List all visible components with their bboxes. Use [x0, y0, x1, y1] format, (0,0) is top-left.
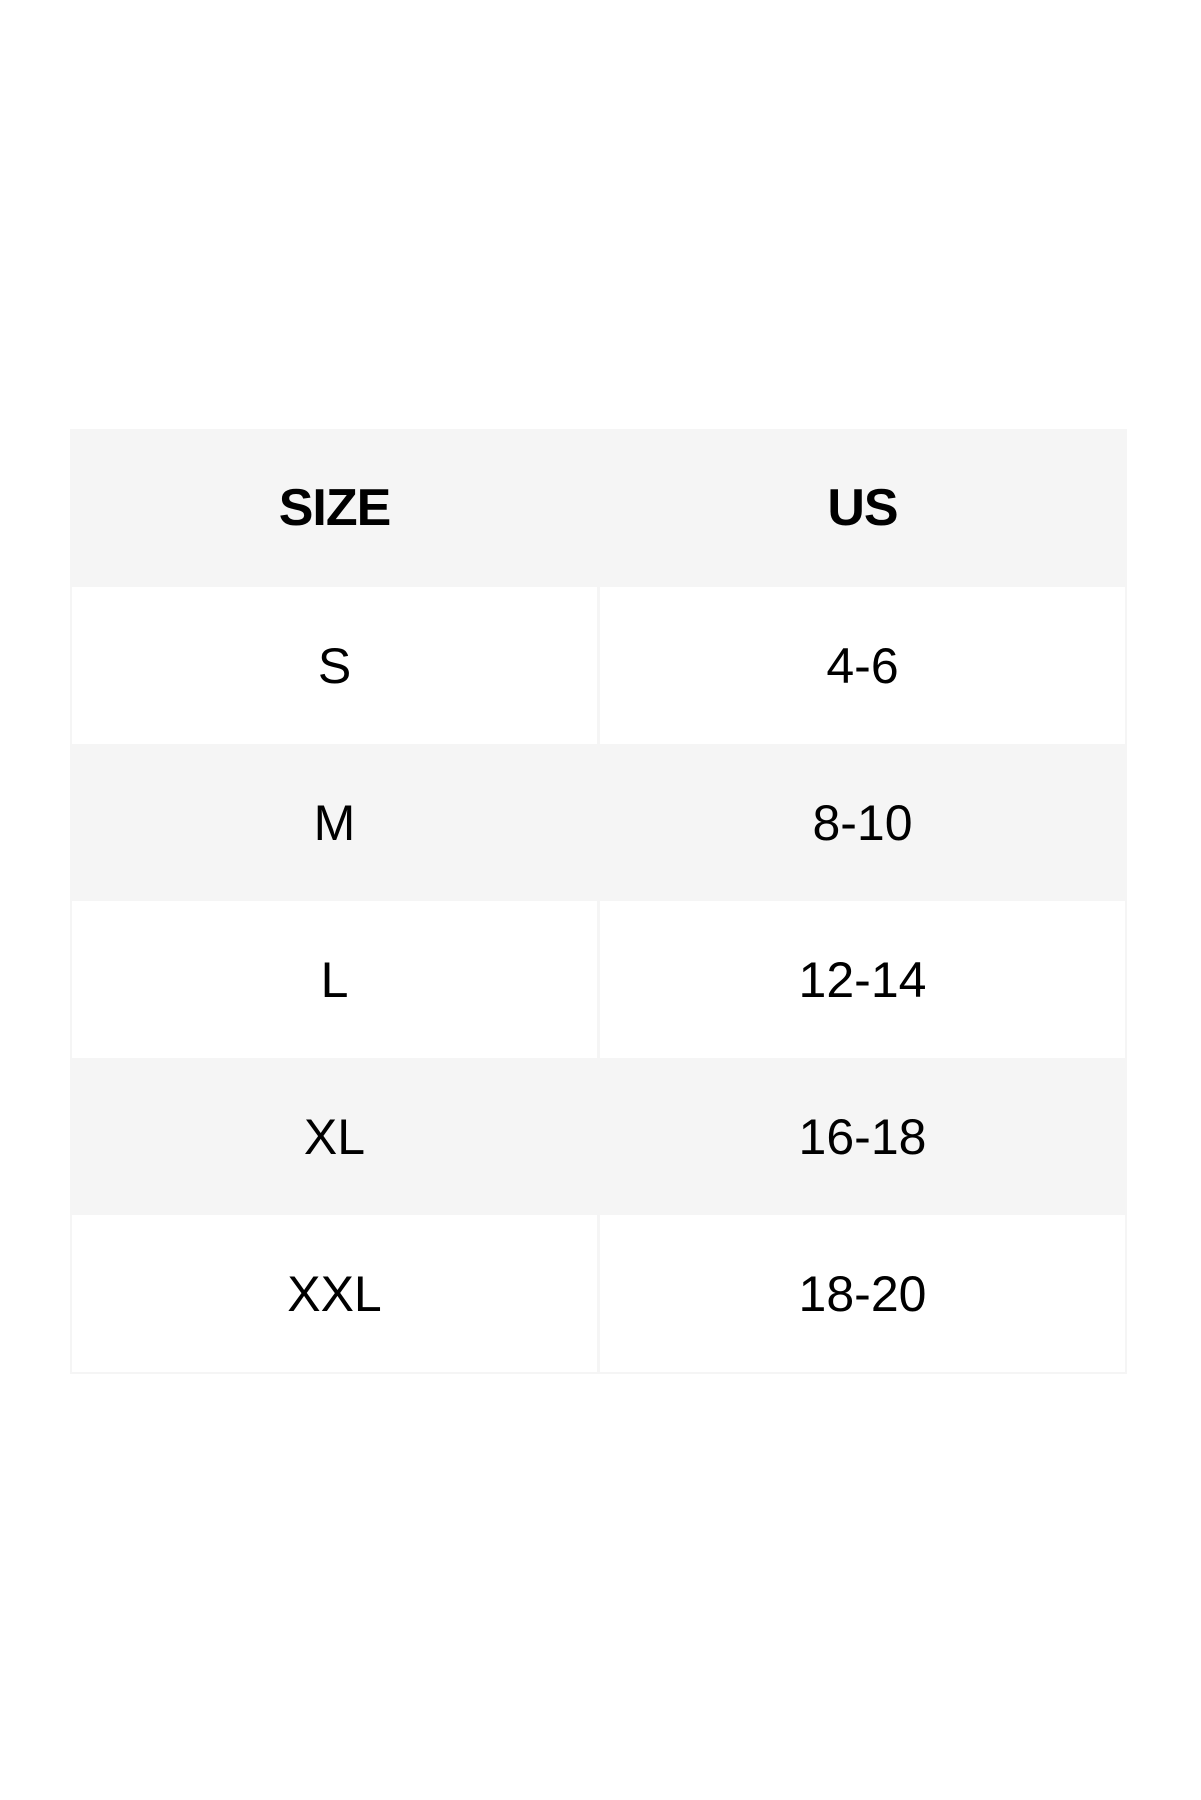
- table-row: L 12-14: [72, 901, 1125, 1058]
- table-header-row: SIZE US: [72, 429, 1125, 587]
- size-chart-table: SIZE US S 4-6 M 8-10 L 12-14 XL 16-18 XX…: [70, 429, 1127, 1374]
- us-cell: 12-14: [600, 901, 1125, 1058]
- size-cell: XL: [72, 1058, 597, 1215]
- header-us: US: [827, 479, 898, 537]
- table-row: M 8-10: [72, 744, 1125, 901]
- size-cell: L: [72, 901, 597, 1058]
- size-cell: XXL: [72, 1215, 597, 1372]
- us-cell: 16-18: [600, 1058, 1125, 1215]
- size-cell: M: [72, 744, 597, 901]
- us-cell: 8-10: [600, 744, 1125, 901]
- table-row: S 4-6: [72, 587, 1125, 744]
- table-row: XL 16-18: [72, 1058, 1125, 1215]
- us-cell: 4-6: [600, 587, 1125, 744]
- header-size: SIZE: [278, 479, 392, 537]
- table-row: XXL 18-20: [72, 1215, 1125, 1372]
- size-cell: S: [72, 587, 597, 744]
- us-cell: 18-20: [600, 1215, 1125, 1372]
